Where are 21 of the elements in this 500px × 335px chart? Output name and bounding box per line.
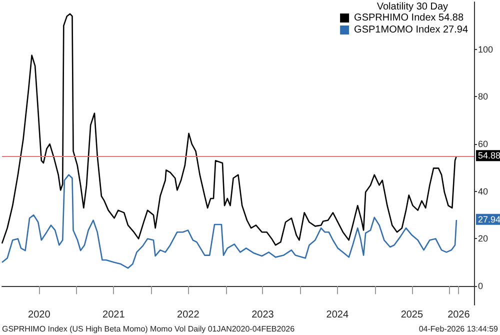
annotation: 54.88 xyxy=(478,150,500,161)
y-tick-label: 20 xyxy=(478,234,488,244)
y-tick-label: 60 xyxy=(478,139,488,150)
x-tick-label: 2024 xyxy=(326,310,349,320)
x-tick-label: 2020 xyxy=(28,310,51,320)
legend-title: Volatility 30 Day xyxy=(376,2,448,12)
annotation: 27.94 xyxy=(478,214,500,224)
y-tick-label: 40 xyxy=(478,186,488,196)
x-tick-label: 2026 xyxy=(448,310,470,320)
x-tick-label: 2022 xyxy=(177,310,200,320)
text: 04-Feb-2026 13:44:59 xyxy=(418,324,499,334)
text: GSPRHIMO Index (US High Beta Momo) Momo Vol Daily 01JAN2020-04FEB2026 xyxy=(2,324,296,334)
y-tick-label: 100 xyxy=(478,44,494,54)
x-tick-label: 2021 xyxy=(102,310,126,320)
legend-label: GSPRHIMO Index 54.88 xyxy=(354,12,464,24)
y-tick-label: 0 xyxy=(478,281,484,292)
y-tick-label: 80 xyxy=(478,92,488,102)
legend-label: GSP1MOMO Index 27.94 xyxy=(354,24,468,36)
line-series xyxy=(1,174,458,269)
x-tick-label: 2023 xyxy=(252,310,274,320)
x-tick-label: 2025 xyxy=(400,310,424,320)
